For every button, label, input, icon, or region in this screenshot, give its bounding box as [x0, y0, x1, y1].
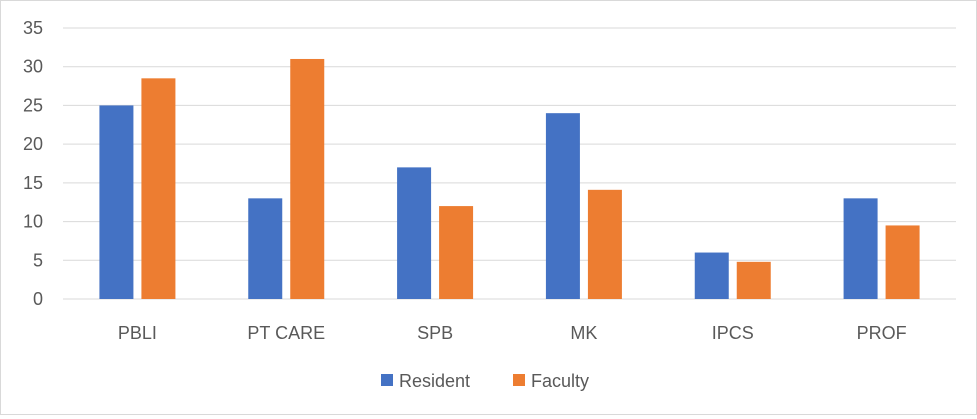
x-category-label: IPCS [712, 323, 754, 343]
bar-faculty-prof [885, 225, 920, 299]
y-tick-label: 5 [33, 250, 43, 270]
bar-faculty-pt-care [290, 58, 325, 299]
bar-resident-pbli [99, 105, 134, 299]
bars [99, 58, 920, 300]
x-category-label: MK [570, 323, 597, 343]
y-tick-label: 35 [23, 18, 43, 38]
x-category-label: PBLI [118, 323, 157, 343]
legend-label-faculty: Faculty [531, 371, 589, 391]
x-axis-categories: PBLI PT CARE SPB MK IPCS PROF [118, 323, 907, 343]
legend-label-resident: Resident [399, 371, 470, 391]
y-tick-label: 30 [23, 57, 43, 77]
y-tick-label: 15 [23, 173, 43, 193]
x-category-label: PT CARE [247, 323, 325, 343]
bar-resident-pt-care [248, 198, 283, 299]
y-tick-label: 20 [23, 134, 43, 154]
x-category-label: PROF [857, 323, 907, 343]
gridlines [63, 27, 956, 300]
bar-faculty-mk [587, 189, 622, 299]
legend-swatch-faculty [513, 374, 525, 386]
bar-faculty-spb [439, 206, 474, 299]
bar-faculty-pbli [141, 78, 176, 299]
bar-resident-spb [397, 167, 432, 299]
y-axis-ticks: 0 5 10 15 20 25 30 35 [23, 18, 43, 309]
y-tick-label: 0 [33, 289, 43, 309]
bar-faculty-ipcs [736, 261, 771, 299]
x-category-label: SPB [417, 323, 453, 343]
legend: Resident Faculty [381, 371, 589, 391]
y-tick-label: 25 [23, 95, 43, 115]
legend-swatch-resident [381, 374, 393, 386]
bar-resident-ipcs [694, 252, 729, 299]
y-tick-label: 10 [23, 212, 43, 232]
bar-resident-mk [545, 113, 580, 300]
bar-resident-prof [843, 198, 878, 299]
